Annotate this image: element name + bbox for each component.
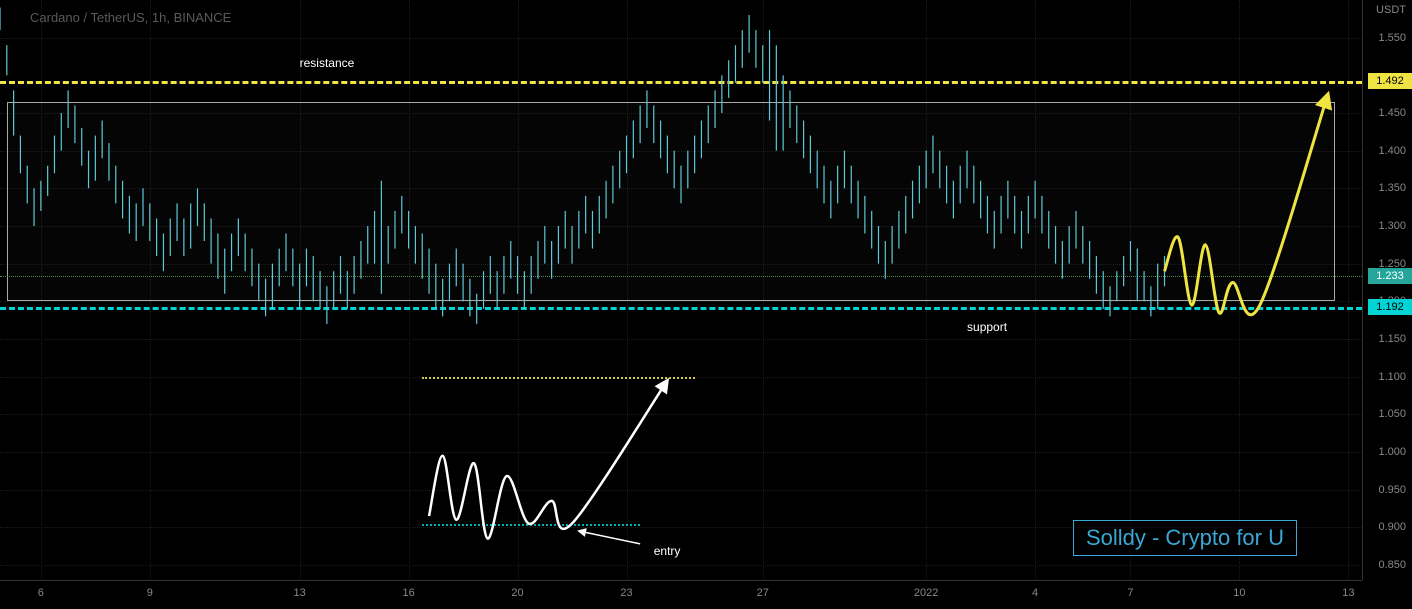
y-axis: USDT 0.850 0.900 0.950 1.000 1.050 1.100 1.150… xyxy=(1362,0,1412,580)
price-tag: 1.233 xyxy=(1368,268,1412,284)
x-tick-label: 4 xyxy=(1032,587,1038,599)
y-tick-label: 0.850 xyxy=(1378,559,1406,571)
plot-area[interactable]: Cardano / TetherUS, 1h, BINANCE resistan… xyxy=(0,0,1362,580)
watermark: Solldy - Crypto for U xyxy=(1073,520,1297,556)
x-axis: 6 9 13 16 20 23 27 2022 4 7 10 13 xyxy=(0,580,1362,609)
y-tick-label: 1.000 xyxy=(1378,446,1406,458)
y-tick-label: 1.150 xyxy=(1378,333,1406,345)
x-tick-label: 20 xyxy=(511,587,523,599)
x-tick-label: 6 xyxy=(38,587,44,599)
x-tick-label: 2022 xyxy=(914,587,938,599)
x-tick-label: 9 xyxy=(147,587,153,599)
annotation-resistance: resistance xyxy=(300,56,355,70)
x-tick-label: 16 xyxy=(402,587,414,599)
y-tick-label: 1.450 xyxy=(1378,107,1406,119)
x-tick-label: 13 xyxy=(1342,587,1354,599)
y-tick-label: 1.300 xyxy=(1378,220,1406,232)
y-tick-label: 1.550 xyxy=(1378,32,1406,44)
pair-label: Cardano / TetherUS, 1h, BINANCE xyxy=(30,10,231,25)
y-tick-label: 0.950 xyxy=(1378,484,1406,496)
y-tick-label: 0.900 xyxy=(1378,521,1406,533)
annotation-support: support xyxy=(967,320,1007,334)
y-tick-label: 1.350 xyxy=(1378,182,1406,194)
chart-container: Cardano / TetherUS, 1h, BINANCE resistan… xyxy=(0,0,1412,609)
price-svg xyxy=(0,0,1362,580)
x-tick-label: 10 xyxy=(1233,587,1245,599)
annotation-entry: entry xyxy=(654,544,681,558)
y-tick-label: 1.050 xyxy=(1378,408,1406,420)
y-tick-label: 1.100 xyxy=(1378,371,1406,383)
price-tag: 1.192 xyxy=(1368,299,1412,315)
price-tag: 1.492 xyxy=(1368,73,1412,89)
x-tick-label: 27 xyxy=(757,587,769,599)
y-axis-title: USDT xyxy=(1376,4,1406,16)
x-tick-label: 23 xyxy=(620,587,632,599)
x-tick-label: 13 xyxy=(294,587,306,599)
y-tick-label: 1.400 xyxy=(1378,145,1406,157)
x-tick-label: 7 xyxy=(1127,587,1133,599)
